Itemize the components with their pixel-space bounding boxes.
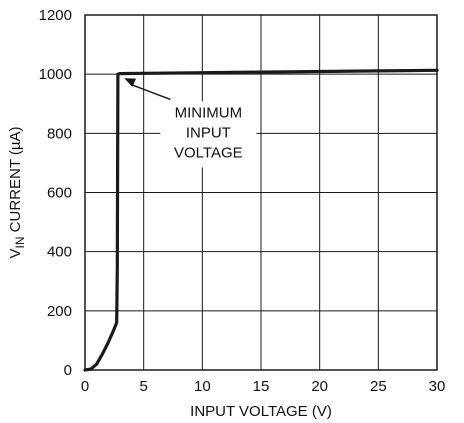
y-tick-label: 800 [47, 125, 72, 142]
annotation-background [160, 101, 257, 168]
annotation-text-line: VOLTAGE [174, 144, 243, 161]
annotation-arrow-line [129, 83, 171, 101]
annotation-text-line: INPUT [186, 124, 231, 141]
y-tick-label: 400 [47, 244, 72, 261]
series-line [83, 68, 439, 372]
annotation-layer: MINIMUM INPUT VOLTAGE [124, 78, 257, 168]
grid [84, 14, 438, 371]
x-tick-label: 30 [429, 378, 446, 395]
x-tick-label: 20 [311, 378, 328, 395]
plot-frame [84, 14, 438, 371]
x-tick-label: 5 [139, 378, 147, 395]
y-tick-label: 1000 [39, 66, 72, 83]
y-axis-title-subscript: IN [13, 237, 27, 249]
x-tick-label: 15 [253, 378, 270, 395]
x-tick-label: 0 [81, 378, 89, 395]
annotation-text-line: MINIMUM [175, 104, 243, 121]
x-tick-label: 10 [194, 378, 211, 395]
y-axis-title-suffix: CURRENT (µA) [7, 126, 24, 236]
y-tick-label: 200 [47, 303, 72, 320]
tick-labels: 0 5 10 15 20 25 30 0 200 400 600 800 1000 1200 [39, 7, 446, 395]
x-tick-label: 25 [370, 378, 387, 395]
y-axis-title: VIN CURRENT (µA) [7, 126, 27, 258]
y-tick-label: 1200 [39, 7, 72, 24]
y-tick-label: 600 [47, 185, 72, 202]
series-layer [83, 68, 439, 372]
annotation-arrow-head [124, 78, 137, 87]
y-axis-title-prefix: V [7, 249, 24, 259]
y-tick-label: 0 [64, 362, 72, 379]
x-axis-title: INPUT VOLTAGE (V) [190, 403, 332, 420]
